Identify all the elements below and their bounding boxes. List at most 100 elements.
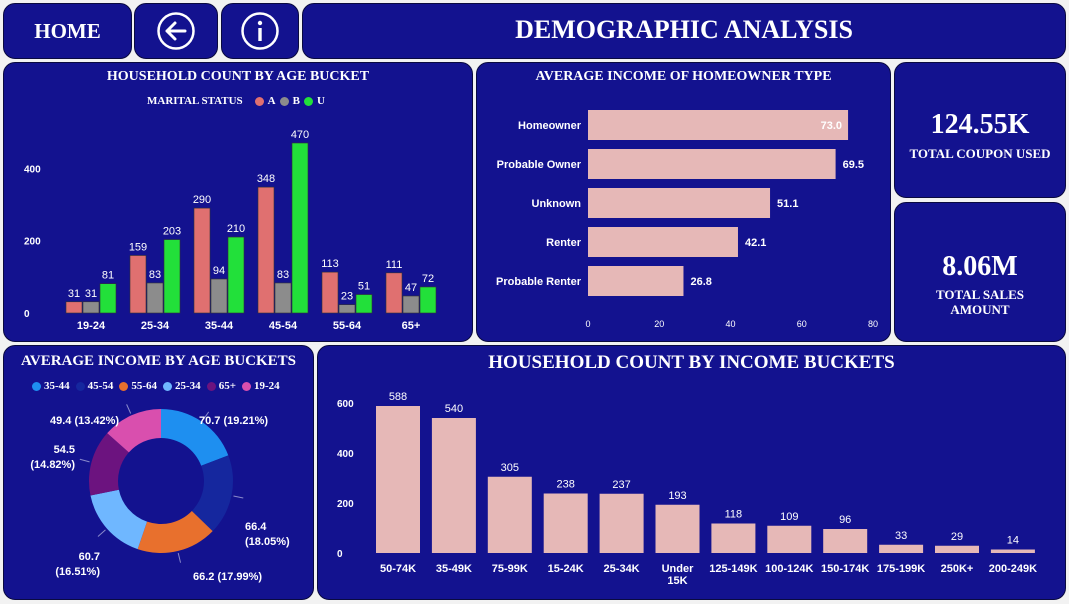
- donut-legend-dot: [32, 381, 41, 391]
- age-bar-data-label: 159: [129, 241, 147, 253]
- age-x-tick-label: 35-44: [205, 320, 234, 332]
- household-income-title: HOUSEHOLD COUNT BY INCOME BUCKETS: [488, 352, 895, 373]
- donut-data-label: 70.7 (19.21%): [199, 415, 268, 427]
- homeowner-data-label: 73.0: [821, 120, 842, 132]
- income-bar: [655, 504, 700, 553]
- income-bar: [767, 525, 812, 553]
- household-age-panel: HOUSEHOLD COUNT BY AGE BUCKET MARITAL ST…: [3, 62, 473, 342]
- income-bar: [599, 493, 644, 553]
- age-bar-data-label: 31: [85, 288, 97, 300]
- legend-label-u: U: [316, 95, 325, 107]
- age-y-tick-label: 200: [24, 237, 41, 248]
- age-x-tick-label: 25-34: [141, 320, 170, 332]
- total-coupon-label: TOTAL COUPON USED: [909, 146, 1051, 161]
- donut-leader-line: [202, 411, 210, 421]
- donut-data-label: 60.7: [79, 551, 100, 563]
- info-button[interactable]: [221, 3, 299, 59]
- homeowner-bar: [588, 227, 738, 257]
- homeowner-income-chart: Homeowner 73.0 Probable Owner 69.5 Unknown 51…: [496, 110, 878, 329]
- donut-legend-dot: [206, 381, 216, 391]
- age-bar-u: [355, 294, 373, 314]
- back-arrow-icon: [157, 12, 195, 50]
- age-bar-b: [82, 301, 100, 314]
- income-y-tick-label: 0: [337, 549, 343, 560]
- age-bar-data-label: 470: [291, 129, 309, 141]
- age-bar-data-label: 113: [321, 258, 339, 270]
- donut-leader-line: [126, 404, 132, 414]
- home-button[interactable]: HOME: [3, 3, 132, 59]
- donut-slice-25-34: [90, 489, 148, 550]
- homeowner-x-tick-label: 20: [654, 319, 664, 329]
- homeowner-category-label: Probable Renter: [496, 276, 582, 288]
- age-bar-a: [257, 186, 275, 314]
- donut-leader-line: [233, 495, 244, 499]
- home-button-label: HOME: [34, 18, 101, 43]
- income-bar: [990, 549, 1035, 553]
- legend-label-a: A: [267, 95, 276, 107]
- page-title: DEMOGRAPHIC ANALYSIS: [515, 15, 853, 44]
- income-bar-data-label: 109: [780, 511, 798, 523]
- age-x-tick-label: 55-64: [333, 320, 362, 332]
- household-income-chart: 0 200 400 600 588 50-74K 540 35-49K 305 75-99K 238…: [337, 391, 1037, 587]
- age-bar-a: [321, 271, 339, 314]
- header-banner: DEMOGRAPHIC ANALYSIS: [302, 3, 1066, 59]
- donut-legend-label: 55-64: [131, 380, 158, 392]
- age-y-tick-label: 0: [24, 309, 30, 320]
- income-bar: [431, 418, 476, 553]
- income-bar-data-label: 540: [445, 403, 463, 415]
- donut-legend-label: 65+: [218, 380, 236, 392]
- age-bar-data-label: 31: [68, 288, 80, 300]
- age-bar-u: [163, 239, 181, 314]
- marital-legend: MARITAL STATUS A B U: [147, 95, 325, 107]
- donut-data-label: 66.4: [245, 521, 267, 533]
- income-age-donut: 70.7 (19.21%) 66.4 (18.05%) 66.2 (17.99%) 60…: [30, 404, 290, 583]
- donut-legend-dot: [75, 381, 85, 391]
- total-coupon-value: 124.55K: [930, 109, 1030, 140]
- homeowner-category-label: Unknown: [532, 198, 582, 210]
- total-sales-label-line1: TOTAL SALES: [935, 287, 1025, 302]
- age-bar-a: [385, 272, 403, 314]
- income-x-tick-label: 15-24K: [548, 563, 584, 575]
- total-sales-label: TOTAL SALES AMOUNT: [895, 287, 1065, 317]
- age-bar-b: [402, 295, 420, 314]
- income-bar-data-label: 305: [501, 462, 519, 474]
- income-bar-data-label: 118: [725, 509, 743, 521]
- homeowner-x-tick-label: 0: [585, 319, 590, 329]
- homeowner-x-tick-label: 60: [797, 319, 807, 329]
- income-x-tick-label: 15K: [667, 575, 687, 587]
- legend-dot-b: [279, 96, 289, 106]
- income-bar-data-label: 96: [839, 514, 851, 526]
- homeowner-income-title: AVERAGE INCOME OF HOMEOWNER TYPE: [535, 69, 832, 84]
- total-sales-value: 8.06M: [942, 251, 1018, 282]
- age-bar-u: [291, 142, 309, 314]
- homeowner-data-label: 69.5: [843, 159, 864, 171]
- age-x-tick-label: 19-24: [77, 320, 106, 332]
- age-bar-data-label: 111: [386, 259, 403, 271]
- donut-slice-65plus: [89, 433, 129, 496]
- donut-legend-dot: [163, 381, 173, 391]
- age-bar-b: [146, 282, 164, 314]
- homeowner-bar: [588, 188, 771, 218]
- income-bar-data-label: 14: [1007, 535, 1019, 547]
- donut-slice-35-44: [161, 409, 229, 466]
- household-income-panel: HOUSEHOLD COUNT BY INCOME BUCKETS 0 200 40…: [317, 345, 1066, 600]
- income-age-legend: 35-44 45-54 55-64 25-34 65+ 19-24: [32, 380, 283, 392]
- donut-leader-line: [97, 529, 106, 537]
- donut-data-label: 66.2 (17.99%): [193, 571, 262, 583]
- income-bar-data-label: 33: [895, 530, 907, 542]
- homeowner-data-label: 51.1: [777, 198, 798, 210]
- back-button[interactable]: [134, 3, 218, 59]
- donut-data-label: (14.82%): [30, 459, 75, 471]
- donut-leader-line: [177, 552, 182, 563]
- legend-dot-u: [303, 96, 313, 106]
- homeowner-category-label: Probable Owner: [497, 159, 582, 171]
- donut-data-label: 49.4 (13.42%): [50, 415, 119, 427]
- income-bar: [823, 529, 868, 553]
- age-x-tick-label: 45-54: [269, 320, 298, 332]
- homeowner-bar: [588, 266, 684, 296]
- homeowner-category-label: Homeowner: [518, 120, 582, 132]
- income-x-tick-label: 75-99K: [492, 563, 528, 575]
- age-bar-data-label: 94: [213, 265, 225, 277]
- sales-kpi-card: 8.06M TOTAL SALES AMOUNT: [894, 202, 1066, 342]
- donut-legend-dot: [119, 381, 129, 391]
